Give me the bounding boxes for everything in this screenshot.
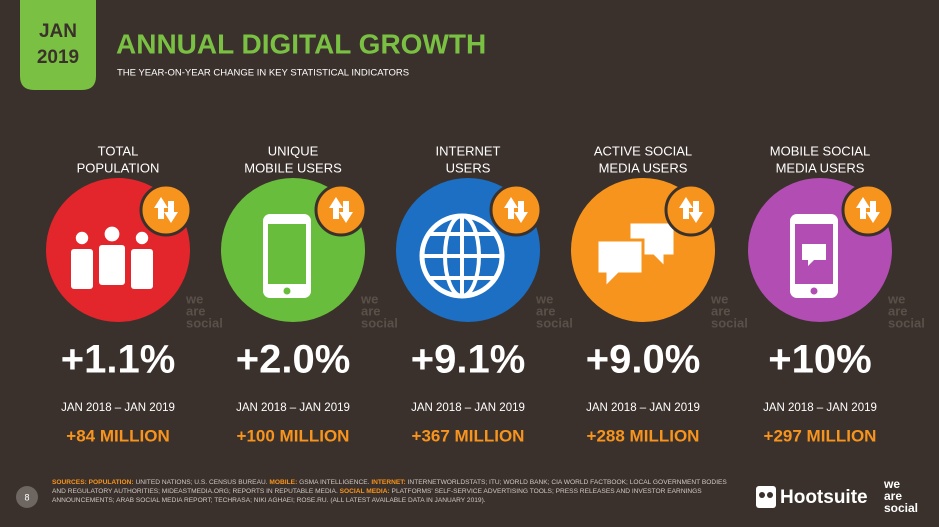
arrow-up bbox=[856, 197, 870, 219]
arrow-down bbox=[689, 201, 703, 223]
absolute-change: +288 MILLION bbox=[587, 426, 700, 445]
owl-eye bbox=[759, 492, 765, 498]
icon bbox=[283, 287, 291, 295]
arrow-down bbox=[514, 201, 528, 223]
indicator-label: USERS bbox=[446, 160, 491, 175]
watermark: we bbox=[710, 291, 728, 306]
partner: social bbox=[884, 501, 918, 515]
change-value: +9.1% bbox=[411, 338, 526, 382]
indicator-label: MEDIA USERS bbox=[599, 160, 688, 175]
change-badge bbox=[841, 183, 895, 237]
source-label: INTERNET: bbox=[371, 479, 406, 486]
absolute-change: +367 MILLION bbox=[412, 426, 525, 445]
icon bbox=[129, 247, 155, 291]
subtitle: THE YEAR-ON-YEAR CHANGE IN KEY STATISTIC… bbox=[117, 68, 409, 79]
source-text: PLATFORMS' SELF-SERVICE ADVERTISING TOOL… bbox=[52, 488, 702, 504]
watermark: are bbox=[186, 303, 206, 318]
month: JAN bbox=[39, 21, 77, 42]
arrow-down bbox=[164, 201, 178, 223]
watermark: are bbox=[536, 303, 556, 318]
brand: Hootsuite bbox=[780, 487, 868, 508]
watermark: social bbox=[186, 315, 223, 330]
absolute-change: +297 MILLION bbox=[764, 426, 877, 445]
title: ANNUAL DIGITAL GROWTH bbox=[116, 28, 486, 59]
icon bbox=[268, 224, 306, 284]
period: JAN 2018 – JAN 2019 bbox=[411, 402, 525, 414]
arrow-up bbox=[504, 197, 518, 219]
arrow-down bbox=[866, 201, 880, 223]
period: JAN 2018 – JAN 2019 bbox=[763, 402, 877, 414]
period: JAN 2018 – JAN 2019 bbox=[586, 402, 700, 414]
icon bbox=[102, 224, 122, 244]
change-value: +9.0% bbox=[586, 338, 701, 382]
source-label: POPULATION: bbox=[88, 479, 134, 486]
icon bbox=[73, 229, 91, 247]
icon bbox=[595, 238, 645, 292]
icon bbox=[802, 244, 826, 266]
owl-logo bbox=[756, 486, 776, 508]
owl-eye bbox=[767, 492, 773, 498]
source-text: INTERNETWORLDSTATS; ITU; WORLD BANK; CIA… bbox=[52, 479, 727, 495]
watermark: we bbox=[887, 291, 905, 306]
absolute-change: +84 MILLION bbox=[66, 426, 169, 445]
arrow-up bbox=[154, 197, 168, 219]
watermark: social bbox=[711, 315, 748, 330]
indicator-label: INTERNET bbox=[436, 143, 501, 158]
watermark: we bbox=[535, 291, 553, 306]
icon bbox=[133, 229, 151, 247]
arrow-up bbox=[329, 197, 343, 219]
icon bbox=[69, 247, 95, 291]
period: JAN 2018 – JAN 2019 bbox=[236, 402, 350, 414]
date-tab bbox=[20, 0, 96, 90]
indicator-label: MEDIA USERS bbox=[776, 160, 865, 175]
sources: SOURCES: POPULATION: UNITED NATIONS; U.S… bbox=[52, 478, 742, 505]
watermark: we bbox=[185, 291, 203, 306]
source-text: GSMA INTELLIGENCE. bbox=[299, 479, 370, 486]
period: JAN 2018 – JAN 2019 bbox=[61, 402, 175, 414]
page-number: 8 bbox=[24, 492, 29, 502]
change-badge bbox=[314, 183, 368, 237]
indicator-label: UNIQUE bbox=[268, 143, 319, 158]
icon bbox=[810, 287, 818, 295]
watermark: are bbox=[361, 303, 381, 318]
arrow-up bbox=[679, 197, 693, 219]
year: 2019 bbox=[37, 47, 79, 68]
watermark: we bbox=[360, 291, 378, 306]
partner: are bbox=[884, 489, 902, 503]
indicator-label: MOBILE SOCIAL bbox=[770, 143, 870, 158]
icon bbox=[97, 243, 127, 287]
change-value: +1.1% bbox=[61, 338, 176, 382]
indicator-label: TOTAL bbox=[98, 143, 139, 158]
change-badge bbox=[664, 183, 718, 237]
source-text: UNITED NATIONS; U.S. CENSUS BUREAU. bbox=[135, 479, 268, 486]
change-value: +10% bbox=[768, 338, 871, 382]
indicator-label: POPULATION bbox=[77, 160, 160, 175]
change-value: +2.0% bbox=[236, 338, 351, 382]
watermark: social bbox=[536, 315, 573, 330]
indicator-label: ACTIVE SOCIAL bbox=[594, 143, 692, 158]
partner: we bbox=[883, 477, 900, 491]
change-badge bbox=[139, 183, 193, 237]
watermark: social bbox=[361, 315, 398, 330]
change-badge bbox=[489, 183, 543, 237]
source-label: SOCIAL MEDIA: bbox=[339, 488, 390, 495]
watermark: are bbox=[711, 303, 731, 318]
source-label: MOBILE: bbox=[269, 479, 298, 486]
page-badge bbox=[16, 486, 38, 508]
indicator-label: MOBILE USERS bbox=[244, 160, 342, 175]
arrow-down bbox=[339, 201, 353, 223]
watermark: are bbox=[888, 303, 908, 318]
watermark: social bbox=[888, 315, 925, 330]
absolute-change: +100 MILLION bbox=[237, 426, 350, 445]
source-label: SOURCES: bbox=[52, 479, 87, 486]
